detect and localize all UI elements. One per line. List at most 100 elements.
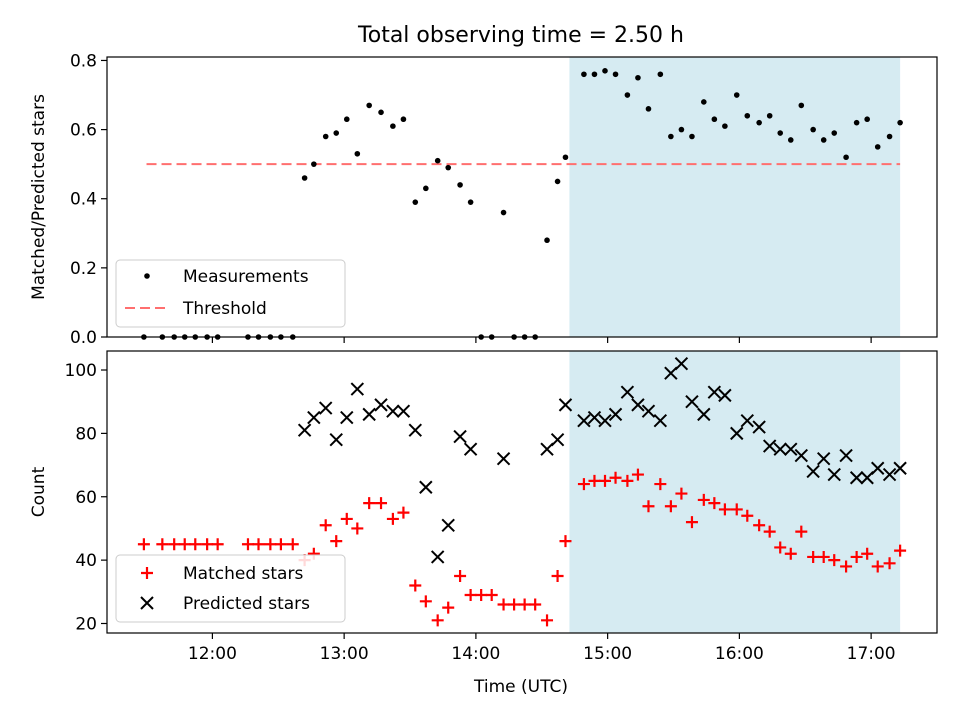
legend-matched-label: Matched stars [183, 564, 303, 584]
predicted-star-point [730, 426, 744, 441]
ratio-panel: 0.00.20.40.60.8 Matched/Predicted stars … [29, 51, 938, 348]
y-tick-label: 0.6 [70, 121, 97, 141]
predicted-star-point [773, 442, 787, 456]
measurement-point [311, 161, 317, 167]
matched-star-point [675, 487, 688, 500]
matched-star-point [156, 538, 169, 551]
predicted-star-point [550, 433, 565, 447]
y-tick-label: 80 [75, 424, 97, 444]
legend-x-marker [140, 596, 154, 610]
matched-star-point [664, 500, 677, 513]
x-tick-label: 17:00 [847, 644, 896, 664]
count-shaded-span [569, 351, 901, 633]
measurement-point [787, 137, 794, 143]
predicted-star-point [329, 433, 343, 447]
matched-star-point [718, 503, 731, 516]
measurement-point [831, 130, 838, 136]
measurement-point [322, 133, 329, 140]
measurement-point [445, 164, 452, 171]
matched-star-point [541, 614, 554, 627]
measurement-point [864, 116, 870, 123]
legend-measurements-label: Measurements [183, 267, 309, 287]
y-tick-label: 0.8 [70, 51, 97, 71]
measurement-point [457, 182, 463, 188]
matched-star-point [340, 512, 353, 525]
measurement-point [701, 99, 707, 105]
measurement-point [897, 119, 903, 126]
matched-star-point [508, 598, 521, 611]
predicted-star-point [350, 382, 365, 396]
predicted-star-point [430, 550, 445, 564]
measurement-point [390, 123, 396, 129]
measurement-point [562, 154, 569, 161]
matched-star-point [697, 493, 710, 506]
measurement-point [722, 123, 728, 129]
x-axis-label: Time (UTC) [473, 677, 568, 697]
matched-star-point [464, 588, 477, 601]
matched-star-point [708, 497, 721, 510]
matched-star-point [431, 614, 444, 627]
measurement-point [843, 154, 849, 161]
matched-star-point [363, 497, 376, 510]
matched-star-point [409, 579, 422, 592]
count-legend: Matched stars Predicted stars [115, 554, 346, 623]
predicted-star-point [374, 398, 388, 412]
measurement-point [678, 126, 685, 133]
matched-star-point [518, 598, 531, 611]
predicted-star-point [871, 461, 885, 475]
measurement-point [777, 130, 784, 136]
legend-plus-marker [141, 567, 153, 579]
matched-star-point [828, 554, 841, 567]
matched-star-point [577, 478, 590, 491]
matched-star-point [741, 509, 754, 522]
measurement-point [820, 137, 827, 143]
measurement-point [853, 119, 860, 126]
measurement-point [744, 112, 751, 119]
legend-threshold-label: Threshold [182, 299, 267, 319]
x-tick-label: 14:00 [451, 644, 500, 664]
measurement-point [645, 106, 652, 112]
predicted-star-point [496, 452, 511, 466]
measurement-point [798, 102, 805, 109]
measurement-point [467, 199, 474, 205]
count-axes-frame [106, 350, 938, 634]
matched-star-point [241, 538, 254, 551]
measurement-point [378, 109, 384, 116]
matched-star-point [559, 535, 572, 548]
matched-star-point [654, 478, 667, 491]
matched-star-point [497, 598, 510, 611]
x-tick-label: 16:00 [715, 644, 764, 664]
matched-star-point [817, 550, 830, 563]
ratio-shaded-span [569, 57, 901, 337]
matched-star-point [529, 598, 542, 611]
x-tick-label: 15:00 [583, 644, 632, 664]
x-tick-label: 12:00 [188, 644, 237, 664]
measurement-point [766, 112, 773, 119]
predicted-star-point [740, 414, 754, 428]
measurement-point [733, 92, 740, 98]
matched-star-point [168, 538, 181, 551]
predicted-star-point [463, 442, 478, 456]
measurement-point [689, 133, 695, 140]
predicted-star-point [631, 398, 645, 412]
y-tick-label: 40 [75, 551, 97, 571]
predicted-star-point [827, 467, 841, 482]
predicted-star-point [297, 423, 312, 437]
measurement-point [500, 209, 507, 216]
measurement-point [874, 144, 881, 150]
y-tick-label: 0.4 [70, 190, 97, 210]
predicted-star-point [540, 442, 554, 456]
matched-star-point [807, 550, 820, 563]
predicted-star-point [307, 410, 321, 425]
predicted-star-point [762, 439, 777, 453]
matched-star-point [753, 519, 766, 532]
matched-star-point [252, 538, 265, 551]
matched-star-point [386, 512, 399, 525]
matched-star-point [894, 544, 907, 557]
count-y-axis-label: Count [29, 466, 49, 517]
y-tick-label: 60 [75, 488, 97, 508]
matched-star-point [871, 560, 884, 573]
predicted-star-point [577, 414, 591, 428]
matched-star-point [319, 519, 332, 532]
